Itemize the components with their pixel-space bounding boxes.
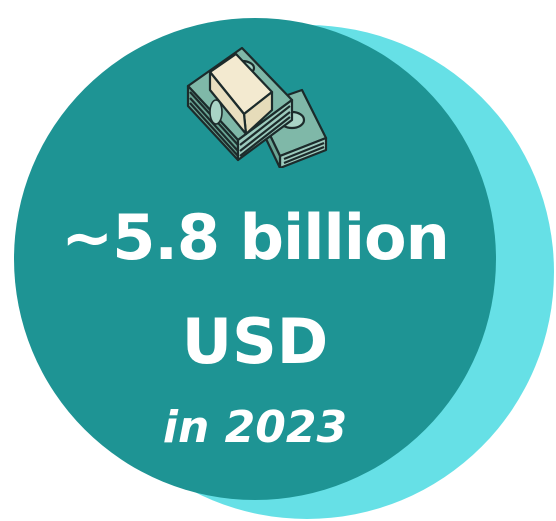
amount-text: ~5.8 billion xyxy=(61,201,450,274)
currency-text: USD xyxy=(181,305,329,378)
money-stack-icon xyxy=(186,46,328,168)
year-text: in 2023 xyxy=(162,402,348,453)
